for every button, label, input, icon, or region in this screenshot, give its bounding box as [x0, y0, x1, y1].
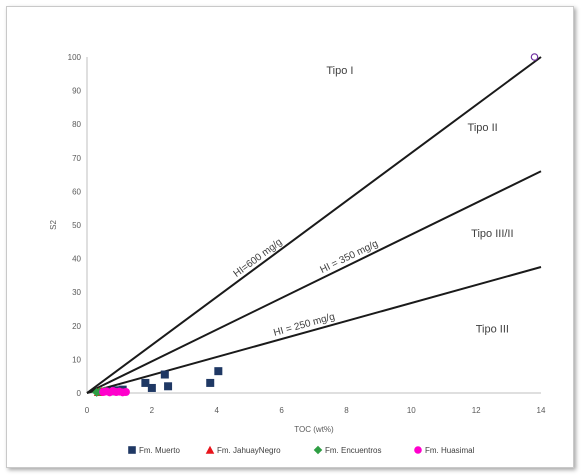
y-tick-label: 50 [72, 221, 81, 230]
y-tick-label: 30 [72, 288, 81, 297]
x-tick-labels: 0 2 4 6 8 10 12 14 [85, 406, 546, 415]
fm-muerto-point [164, 382, 173, 391]
hi-line-hi-600-mg-g [86, 56, 542, 394]
y-tick-label: 40 [72, 255, 81, 264]
kerogen-type-labels: Tipo I Tipo II Tipo III/II Tipo III [326, 65, 513, 336]
x-axis-title: TOC (wt%) [294, 425, 334, 434]
data-points [92, 53, 539, 397]
x-tick-label: 8 [344, 406, 349, 415]
y-tick-labels: 0 10 20 30 40 50 60 70 80 90 100 [68, 53, 82, 398]
y-tick-label: 20 [72, 322, 81, 331]
x-tick-label: 6 [279, 406, 284, 415]
y-tick-label: 70 [72, 154, 81, 163]
region-label-tipo-ii: Tipo II [468, 122, 498, 134]
region-label-tipo-iii-ii: Tipo III/II [471, 228, 513, 240]
legend-label-fm-encuentros: Fm. Encuentros [325, 446, 381, 455]
y-tick-label: 0 [77, 389, 82, 398]
x-tick-label: 4 [214, 406, 219, 415]
x-tick-label: 12 [472, 406, 481, 415]
fm-muerto-point [147, 383, 156, 392]
fm-muerto-point [206, 378, 215, 387]
hi-label-hi-250-mg-g: HI = 250 mg/g [272, 311, 336, 338]
hi-line-hi-250-mg-g [86, 266, 542, 394]
y-tick-label: 90 [72, 87, 81, 96]
legend-label-fm-huasimal: Fm. Huasimal [425, 446, 475, 455]
x-tick-label: 0 [85, 406, 90, 415]
y-axis-title: S2 [49, 220, 58, 230]
region-label-tipo-iii: Tipo III [476, 324, 509, 336]
legend-marker-fm-huasimal [414, 446, 422, 454]
hi-line-labels: HI=600 mg/g HI = 350 mg/g HI = 250 mg/g [232, 237, 380, 339]
legend-label-fm-muerto: Fm. Muerto [139, 446, 180, 455]
y-tick-label: 80 [72, 120, 81, 129]
fm-muerto-point [214, 367, 223, 376]
x-tick-label: 14 [537, 406, 546, 415]
y-tick-label: 100 [68, 53, 82, 62]
hi-lines [86, 56, 542, 394]
x-tick-label: 2 [150, 406, 155, 415]
plot-area [86, 57, 541, 394]
y-tick-label: 10 [72, 355, 81, 364]
hi-label-hi-600-mg-g: HI=600 mg/g [232, 237, 285, 280]
legend-marker-fm-muerto [128, 446, 136, 454]
legend-marker-fm-encuentros [313, 445, 323, 455]
y-tick-label: 60 [72, 187, 81, 196]
region-label-tipo-i: Tipo I [326, 65, 353, 77]
fm-muerto-point [141, 378, 150, 387]
x-tick-label: 10 [407, 406, 416, 415]
legend-marker-fm-jahuaynegro [205, 445, 215, 454]
unlabeled-point [530, 53, 539, 61]
fm-muerto-point [160, 370, 169, 379]
legend: Fm. Muerto Fm. JahuayNegro Fm. Encuentros F… [128, 445, 475, 455]
hi-label-hi-350-mg-g: HI = 350 mg/g [318, 238, 380, 276]
hi-line-hi-350-mg-g [86, 170, 542, 394]
fm-huasimal-point [121, 387, 130, 396]
legend-label-fm-jahuaynegro: Fm. JahuayNegro [217, 446, 281, 455]
